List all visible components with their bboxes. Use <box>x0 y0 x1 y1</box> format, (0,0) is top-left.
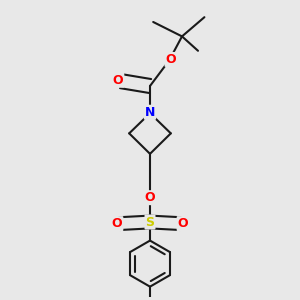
Text: O: O <box>166 53 176 66</box>
Text: O: O <box>113 74 123 87</box>
Text: O: O <box>145 191 155 204</box>
Text: O: O <box>178 217 188 230</box>
Text: N: N <box>145 106 155 119</box>
Text: O: O <box>112 217 122 230</box>
Text: S: S <box>146 215 154 229</box>
